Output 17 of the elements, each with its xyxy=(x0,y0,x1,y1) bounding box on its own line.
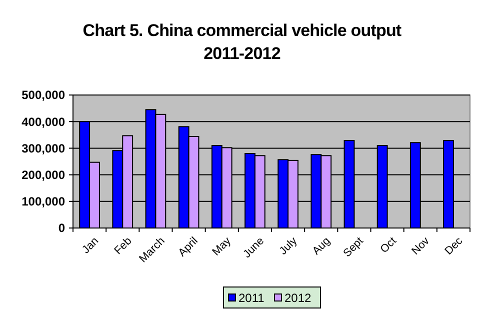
y-tick-label: 0 xyxy=(58,221,66,236)
legend-label: 2011 xyxy=(238,291,265,305)
x-tick-label: Aug xyxy=(310,235,333,258)
y-tick-label: 200,000 xyxy=(22,168,66,182)
x-tick-label: Nov xyxy=(410,234,432,258)
y-tick-label: 300,000 xyxy=(22,141,66,156)
x-tick-label: July xyxy=(277,234,300,258)
x-tick-label: Dec xyxy=(442,234,466,258)
x-tick-label: Jan xyxy=(80,235,102,256)
x-tick-label: May xyxy=(210,234,234,258)
legend-label: 2012 xyxy=(284,291,312,305)
y-tick-label: 500,000 xyxy=(22,88,66,102)
y-tick-label: 100,000 xyxy=(22,194,66,209)
y-tick-label: 400,000 xyxy=(22,114,66,129)
chart-title: Chart 5. China commercial vehicle output 2011-2012 xyxy=(82,21,402,63)
x-tick-label: Feb xyxy=(112,235,134,257)
x-tick-label: Oct xyxy=(378,235,399,256)
